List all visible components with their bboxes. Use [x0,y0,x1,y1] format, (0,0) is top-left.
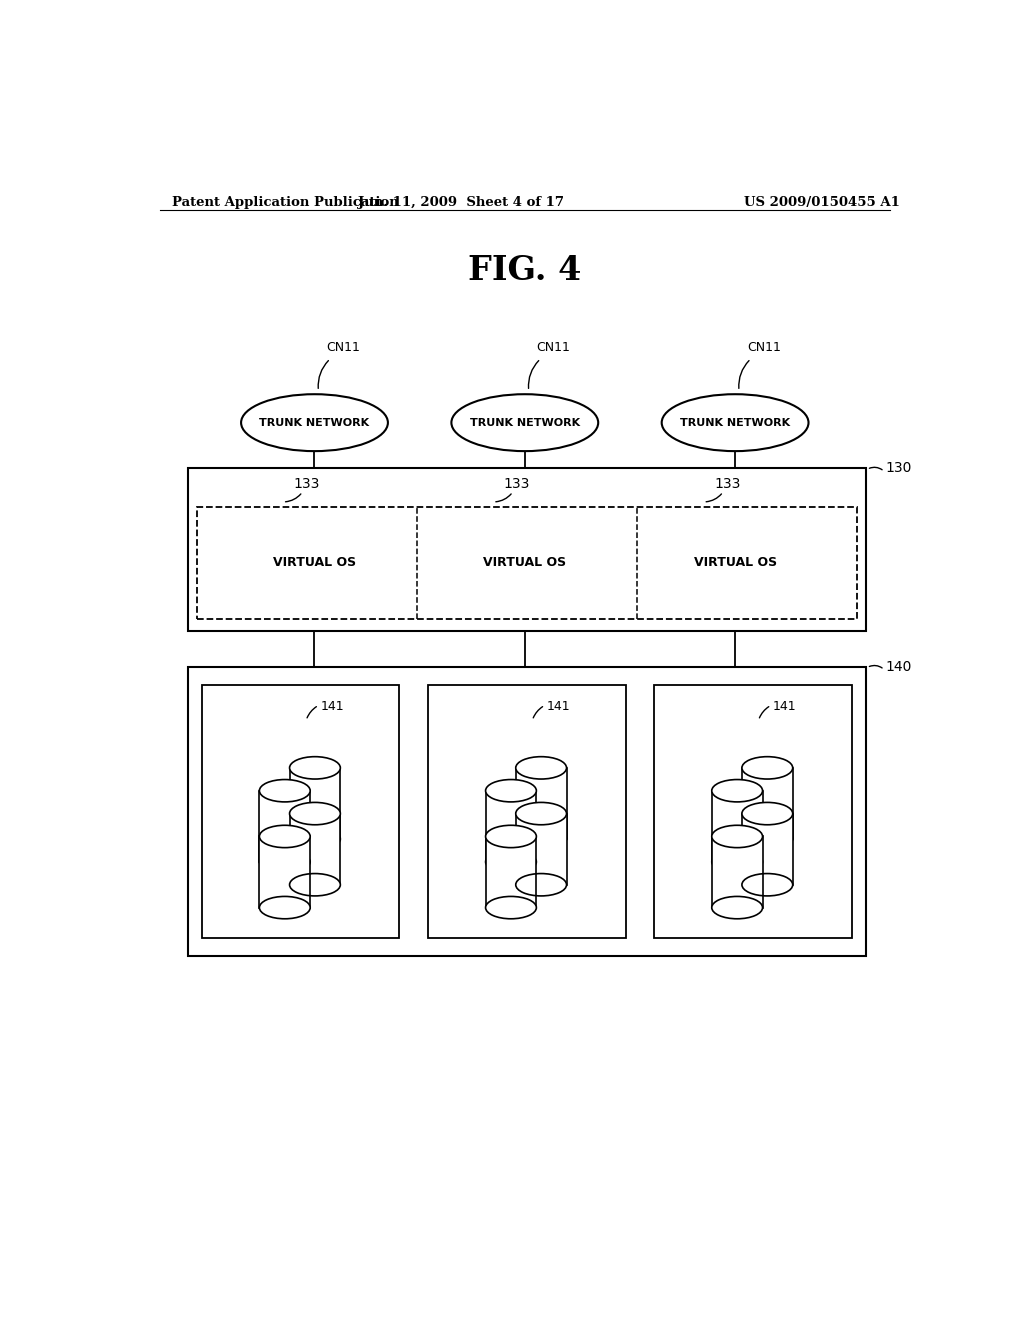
Bar [654,685,852,939]
Ellipse shape [742,756,793,779]
Bar [259,837,310,919]
Bar [187,667,866,956]
Bar [712,837,763,919]
Text: TRUNK NETWORK: TRUNK NETWORK [470,417,580,428]
Bar [259,791,310,873]
Ellipse shape [485,825,537,847]
Ellipse shape [452,395,598,451]
Ellipse shape [742,828,793,850]
Ellipse shape [241,395,388,451]
Ellipse shape [290,828,340,850]
Text: 141: 141 [773,700,797,713]
Text: CN11: CN11 [537,341,570,354]
Bar [516,768,566,850]
Text: Jun. 11, 2009  Sheet 4 of 17: Jun. 11, 2009 Sheet 4 of 17 [358,195,564,209]
Text: US 2009/0150455 A1: US 2009/0150455 A1 [744,195,900,209]
Ellipse shape [290,803,340,825]
Ellipse shape [259,780,310,803]
Text: TRUNK NETWORK: TRUNK NETWORK [259,417,370,428]
Ellipse shape [712,850,763,873]
Text: FIG. 4: FIG. 4 [468,253,582,286]
Text: TRUNK NETWORK: TRUNK NETWORK [680,417,791,428]
Ellipse shape [516,828,566,850]
Ellipse shape [259,825,310,847]
Bar [712,791,763,873]
Bar [197,507,856,619]
Ellipse shape [485,850,537,873]
Text: VIRTUAL OS: VIRTUAL OS [483,557,566,569]
Ellipse shape [516,874,566,896]
Bar [485,837,537,919]
Bar [290,768,340,850]
Ellipse shape [516,756,566,779]
Ellipse shape [516,803,566,825]
Text: CN11: CN11 [748,341,781,354]
Bar [485,791,537,873]
Bar [202,685,399,939]
Text: 133: 133 [504,477,530,491]
Text: Patent Application Publication: Patent Application Publication [172,195,398,209]
Ellipse shape [742,803,793,825]
Ellipse shape [712,896,763,919]
Ellipse shape [290,874,340,896]
Ellipse shape [485,780,537,803]
Bar [742,813,793,896]
Bar [742,768,793,850]
Text: VIRTUAL OS: VIRTUAL OS [693,557,776,569]
Ellipse shape [742,874,793,896]
Ellipse shape [485,896,537,919]
Ellipse shape [259,850,310,873]
Bar [428,685,626,939]
Ellipse shape [662,395,809,451]
Ellipse shape [290,756,340,779]
Text: 130: 130 [886,462,912,475]
Text: VIRTUAL OS: VIRTUAL OS [273,557,356,569]
Text: 140: 140 [886,660,912,673]
Ellipse shape [712,780,763,803]
Text: 133: 133 [293,477,319,491]
Ellipse shape [259,896,310,919]
Text: 133: 133 [714,477,740,491]
Text: 141: 141 [547,700,570,713]
Bar [290,813,340,896]
Text: CN11: CN11 [327,341,360,354]
Bar [516,813,566,896]
Text: 141: 141 [321,700,344,713]
Bar [187,469,866,631]
Ellipse shape [712,825,763,847]
